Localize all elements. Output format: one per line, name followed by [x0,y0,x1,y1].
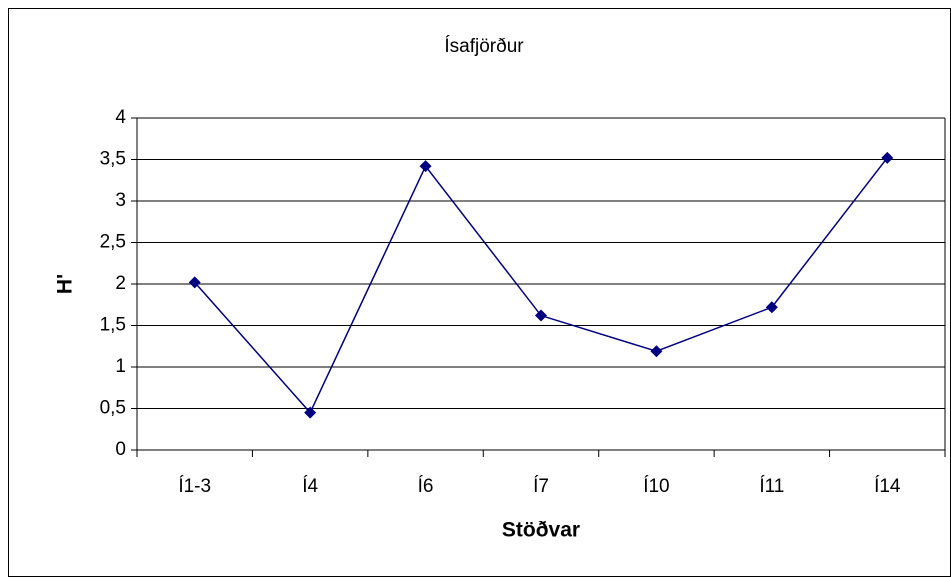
y-tick-label: 2 [115,273,126,294]
y-axis-label: H' [54,274,77,294]
chart-title: Ísafjörður [444,36,524,57]
data-point [881,151,894,164]
data-point [765,301,778,314]
x-tick-label: Í6 [418,476,434,497]
x-tick-label: Í1-3 [178,476,211,497]
x-tick-label: Í4 [302,476,318,497]
x-tick-label: Í11 [759,476,784,497]
data-point [304,406,317,419]
x-tick-label: Í14 [874,476,901,497]
y-tick-label: 4 [115,107,126,128]
y-tick-label: 0,5 [100,398,126,419]
y-tick-label: 3,5 [100,149,126,170]
y-tick-label: 1,5 [100,315,126,336]
data-point [535,309,547,322]
x-tick-label: Í10 [643,476,669,497]
y-tick-label: 1 [115,356,126,377]
data-point [650,345,663,358]
data-point [419,160,432,173]
y-tick-label: 3 [115,190,126,211]
x-axis-label: Stöðvar [502,519,580,542]
data-point [188,276,201,289]
y-tick-label: 0 [115,439,126,460]
y-tick-label: 2,5 [100,232,126,253]
x-tick-label: Í7 [533,476,549,497]
chart-frame [8,8,951,577]
